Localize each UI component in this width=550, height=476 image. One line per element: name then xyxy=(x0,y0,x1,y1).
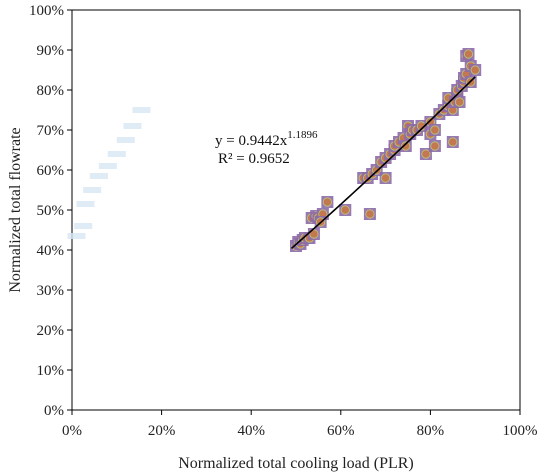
data-point xyxy=(399,140,412,152)
y-tick-label: 60% xyxy=(37,163,65,179)
x-tick-label: 100% xyxy=(503,423,538,439)
faint-data-point xyxy=(67,233,86,239)
faint-data-point xyxy=(89,173,108,179)
y-tick-label: 70% xyxy=(37,123,65,139)
y-tick-label: 50% xyxy=(37,203,65,219)
x-tick-label: 40% xyxy=(237,423,265,439)
y-tick-label: 90% xyxy=(37,43,65,59)
data-point xyxy=(379,172,392,184)
data-point xyxy=(428,140,441,152)
data-point xyxy=(453,96,466,108)
y-tick-label: 20% xyxy=(37,323,65,339)
data-points-layer xyxy=(290,48,482,252)
faint-data-point xyxy=(132,107,151,113)
y-tick-label: 80% xyxy=(37,83,65,99)
faint-data-point xyxy=(107,151,126,157)
r-squared-label: R² = 0.9652 xyxy=(218,151,290,167)
x-tick-label: 60% xyxy=(327,423,355,439)
y-tick-label: 100% xyxy=(29,3,64,19)
x-axis-title: Normalized total cooling load (PLR) xyxy=(178,455,414,472)
data-point xyxy=(469,64,482,76)
y-tick-label: 40% xyxy=(37,243,65,259)
faint-data-point xyxy=(98,163,117,169)
x-tick-label: 80% xyxy=(417,423,445,439)
x-tick-label: 0% xyxy=(62,423,82,439)
trendline-layer xyxy=(290,76,476,249)
data-point xyxy=(307,228,320,240)
faint-points-layer xyxy=(67,107,151,239)
faint-data-point xyxy=(76,201,95,207)
trendline xyxy=(290,76,476,249)
data-point xyxy=(339,204,352,216)
data-point xyxy=(462,48,475,60)
data-point xyxy=(321,196,334,208)
axis-ticks-layer: 0% 20% 40% 60% 80% 100% 0% 10% 20% 30% 40% 50% 60% 70… xyxy=(29,3,538,439)
y-axis-title: Normalized total flowrate xyxy=(7,127,24,292)
y-tick-label: 30% xyxy=(37,283,65,299)
faint-data-point xyxy=(116,137,135,143)
faint-data-point xyxy=(74,223,93,229)
data-point xyxy=(363,208,376,220)
faint-data-point xyxy=(123,123,142,129)
equation-label: y = 0.9442x1.1896 xyxy=(215,129,318,149)
data-point xyxy=(428,124,441,136)
y-tick-label: 10% xyxy=(37,363,65,379)
faint-data-point xyxy=(83,187,102,193)
y-tick-label: 0% xyxy=(44,403,64,419)
data-point xyxy=(446,136,459,148)
plot-area xyxy=(71,9,521,411)
x-tick-label: 20% xyxy=(148,423,176,439)
